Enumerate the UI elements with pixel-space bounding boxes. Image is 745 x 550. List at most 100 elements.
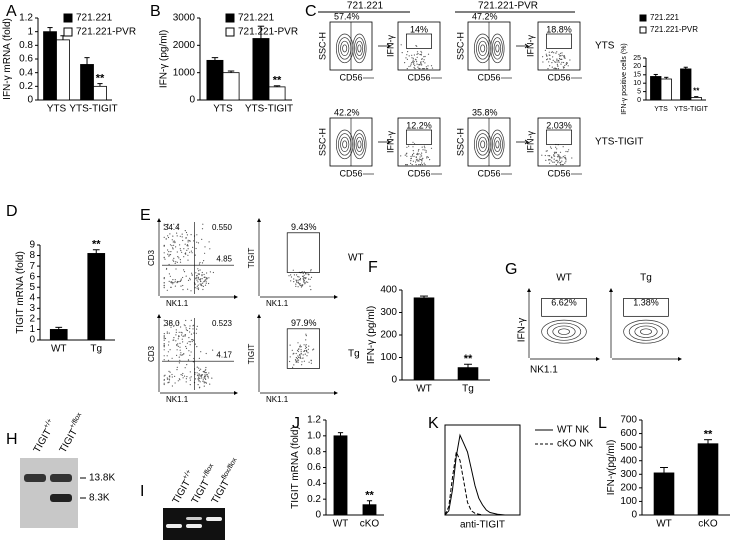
band: [186, 524, 202, 528]
event-dot: [424, 55, 426, 58]
event-dot: [307, 273, 309, 275]
event-dot: [202, 379, 204, 381]
event-dot: [556, 63, 559, 65]
event-dot: [180, 374, 182, 376]
event-dot: [560, 164, 562, 166]
event-dot: [297, 361, 299, 363]
event-dot: [555, 61, 557, 63]
event-dot: [419, 53, 421, 56]
event-dot: [176, 354, 178, 356]
lane-label-sup: +/flox: [69, 411, 84, 430]
panel-letter: J: [292, 415, 300, 432]
significance-label: **: [96, 73, 105, 85]
event-dot: [174, 281, 176, 283]
event-dot: [202, 223, 204, 225]
event-dot: [169, 254, 172, 256]
event-dot: [406, 58, 408, 61]
event-dot: [555, 160, 557, 162]
event-dot: [168, 381, 170, 383]
event-dot: [289, 356, 291, 358]
event-dot: [181, 334, 183, 336]
event-dot: [408, 55, 410, 57]
event-dot: [170, 251, 172, 253]
event-dot: [289, 360, 291, 363]
event-dot: [420, 154, 422, 156]
event-dot: [183, 324, 185, 326]
event-dot: [301, 364, 303, 366]
event-dot: [174, 262, 176, 264]
event-dot: [554, 153, 556, 155]
event-dot: [424, 147, 426, 149]
event-dot: [423, 145, 425, 147]
y-tick-label: 400: [380, 285, 397, 296]
plot-frame: [537, 21, 581, 71]
event-dot: [554, 151, 556, 153]
event-dot: [422, 61, 424, 63]
event-dot: [183, 375, 186, 377]
event-dot: [168, 255, 170, 257]
event-dot: [416, 51, 419, 53]
event-dot: [302, 272, 304, 275]
event-dot: [169, 233, 171, 235]
event-dot: [179, 346, 181, 348]
event-dot: [299, 277, 302, 280]
arrow-head: [157, 218, 161, 222]
y-tick-label: 400: [620, 455, 637, 466]
event-dot: [551, 66, 553, 68]
quadrant-percent: 0.550: [212, 223, 233, 232]
event-dot: [429, 159, 431, 161]
event-dot: [193, 240, 195, 242]
bar: [222, 72, 240, 101]
event-dot: [171, 245, 173, 247]
panel-letter: B: [150, 3, 161, 20]
band: [50, 474, 72, 482]
event-dot: [203, 382, 205, 384]
event-dot: [408, 65, 410, 68]
contour: [552, 325, 576, 338]
band: [50, 494, 72, 502]
event-dot: [196, 325, 198, 327]
event-dot: [419, 164, 421, 166]
y-tick-label: 0: [631, 510, 637, 521]
y-tick-label: 1.2: [19, 13, 33, 24]
arrow-head: [527, 288, 531, 292]
xlabel: NK1.1: [266, 395, 289, 404]
bar: [206, 59, 224, 101]
event-dot: [176, 235, 178, 237]
event-dot: [173, 325, 175, 327]
event-dot: [424, 62, 426, 64]
event-dot: [192, 339, 194, 341]
event-dot: [204, 375, 207, 377]
error-bar: [664, 76, 669, 79]
event-dot: [548, 162, 551, 164]
event-dot: [307, 348, 309, 350]
event-dot: [288, 275, 290, 277]
event-dot: [421, 158, 423, 160]
event-dot: [555, 164, 557, 166]
event-dot: [308, 278, 310, 280]
event-dot: [178, 281, 180, 283]
contour: [478, 136, 488, 152]
event-dot: [164, 374, 166, 376]
legend-label: 721.221-PVR: [76, 27, 136, 38]
event-dot: [184, 253, 186, 255]
event-dot: [292, 269, 294, 271]
event-dot: [541, 154, 543, 156]
event-dot: [196, 279, 198, 281]
event-dot: [185, 275, 187, 277]
bar: [49, 329, 68, 341]
ylabel: SSC-H: [455, 32, 465, 60]
event-dot: [404, 62, 406, 64]
event-dot: [412, 57, 414, 59]
arrow: [378, 43, 392, 49]
event-dot: [163, 349, 165, 351]
contour: [335, 129, 354, 160]
event-dot: [198, 367, 200, 369]
event-dot: [308, 274, 310, 276]
event-dot: [301, 284, 303, 286]
panel-letter: D: [6, 203, 18, 220]
event-dot: [553, 161, 555, 163]
y-tick-label: 5: [29, 282, 35, 293]
arrow-head: [257, 218, 261, 222]
event-dot: [542, 61, 544, 63]
